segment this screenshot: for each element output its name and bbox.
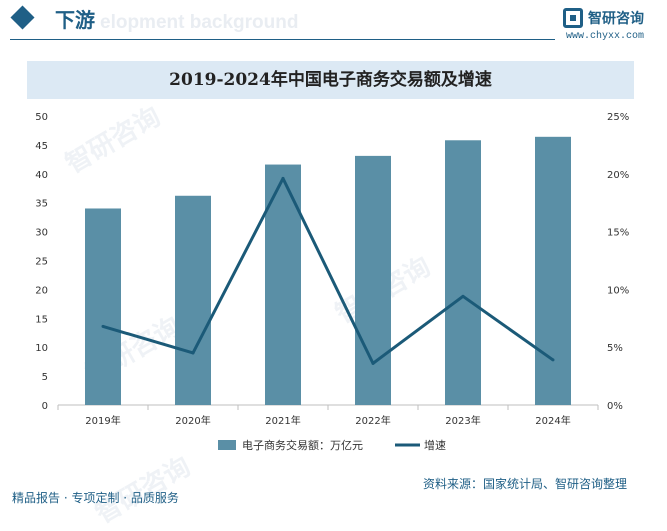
brand-name: 智研咨询 xyxy=(588,11,644,27)
header-divider xyxy=(10,39,555,40)
growth-point xyxy=(461,294,465,298)
x-tick-label: 2019年 xyxy=(85,414,120,427)
growth-point xyxy=(281,176,285,180)
data-source: 资料来源：国家统计局、智研咨询整理 xyxy=(423,477,628,491)
y-right-tick-label: 25% xyxy=(607,112,629,123)
bar xyxy=(175,195,211,405)
y-right-tick-label: 0% xyxy=(607,401,623,412)
y-left-tick-label: 35 xyxy=(35,199,48,210)
growth-line xyxy=(102,176,554,365)
chart-title-banner: 2019-2024年中国电子商务交易额及增速 xyxy=(27,61,634,99)
legend-bar-label: 电子商务交易额：万亿元 xyxy=(242,438,363,452)
y-left-tick-label: 20 xyxy=(35,285,48,296)
bar xyxy=(535,136,571,406)
y-left-tick-label: 0 xyxy=(42,401,48,412)
growth-point xyxy=(191,351,195,355)
brand-logo-icon xyxy=(563,8,583,28)
x-tick-label: 2020年 xyxy=(175,414,210,427)
section-title: 下游 xyxy=(55,8,95,32)
x-tick-label: 2022年 xyxy=(355,414,390,427)
y-left-tick-label: 5 xyxy=(42,372,48,383)
y-right-tick-label: 20% xyxy=(607,170,629,181)
growth-point xyxy=(371,361,375,365)
legend-bar-swatch xyxy=(218,440,236,450)
x-tick-label: 2023年 xyxy=(445,414,480,427)
section-subtitle: elopment background xyxy=(100,12,299,33)
x-tick-label: 2024年 xyxy=(535,414,570,427)
combo-chart: 0 5 10 15 20 25 30 35 40 45 50 0% 5% 10% 15% 20% 25% 2019… xyxy=(35,112,629,452)
legend-line-label: 增速 xyxy=(424,438,446,452)
y-right-tick-label: 15% xyxy=(607,228,629,239)
y-left-tick-label: 50 xyxy=(35,112,48,123)
y-left-tick-label: 40 xyxy=(35,170,48,181)
bar xyxy=(355,155,391,405)
y-left-tick-label: 15 xyxy=(35,314,48,325)
brand-url: www.chyxx.com xyxy=(566,31,645,42)
bar xyxy=(85,208,121,405)
growth-point xyxy=(551,358,555,362)
y-right-tick-label: 10% xyxy=(607,285,629,296)
y-left-tick-label: 45 xyxy=(35,141,48,152)
y-right-tick-label: 5% xyxy=(607,343,623,354)
footer-tagline: 精品报告 · 专项定制 · 品质服务 xyxy=(12,491,179,505)
growth-point xyxy=(101,324,105,328)
chart-title: 2019-2024年中国电子商务交易额及增速 xyxy=(169,70,492,90)
y-left-tick-label: 25 xyxy=(35,257,48,268)
bar xyxy=(445,140,481,405)
x-tick-label: 2021年 xyxy=(265,414,300,427)
y-left-tick-label: 30 xyxy=(35,228,48,239)
y-left-tick-label: 10 xyxy=(35,343,48,354)
